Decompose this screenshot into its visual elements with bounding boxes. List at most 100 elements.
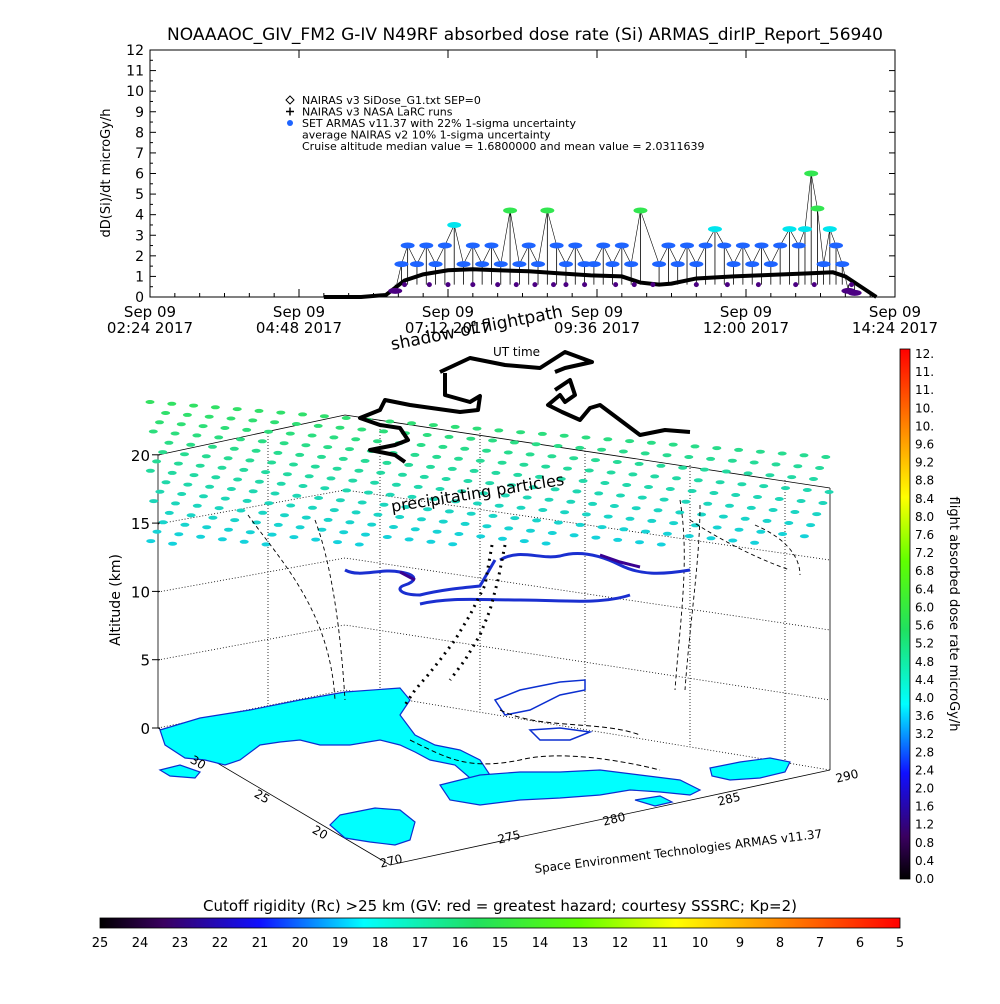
- armas-low-point: [563, 282, 569, 288]
- particle-marker: [513, 472, 523, 477]
- armas-point: [437, 242, 452, 249]
- particle-marker: [385, 492, 395, 497]
- particle-marker: [211, 475, 221, 480]
- armas-low-point: [513, 282, 519, 288]
- particle-marker: [603, 514, 613, 519]
- particle-marker: [239, 539, 249, 544]
- particle-marker: [298, 484, 308, 488]
- particle-marker: [289, 535, 299, 540]
- latitude-ticks: 20 25 30: [188, 753, 330, 843]
- legend-entry: NAIRAS v3 NASA LaRC runs: [302, 106, 453, 119]
- particle-marker: [239, 467, 249, 472]
- particle-marker: [317, 527, 327, 532]
- armas-point: [670, 261, 685, 268]
- particle-marker: [258, 510, 268, 515]
- particle-marker: [669, 521, 679, 526]
- particle-marker: [204, 414, 214, 419]
- rigidity-colorbar-tick: 22: [212, 936, 229, 951]
- particle-marker: [407, 494, 417, 499]
- dose-colorbar-tick: 1.2: [915, 818, 934, 832]
- armas-point: [394, 261, 409, 268]
- particle-marker: [547, 531, 557, 535]
- particle-marker: [715, 480, 725, 485]
- particle-marker: [746, 505, 756, 510]
- particle-marker: [242, 498, 252, 503]
- particle-marker: [488, 438, 498, 443]
- dose-colorbar-tick: 3.2: [915, 727, 934, 741]
- armas-point: [531, 261, 546, 268]
- armas-low-point: [755, 282, 761, 288]
- particle-marker: [311, 537, 321, 542]
- x-tick-label-date: Sep 09: [273, 303, 325, 321]
- particle-marker: [721, 469, 731, 474]
- particle-marker: [687, 489, 697, 493]
- particle-marker: [806, 523, 816, 528]
- y-tick-label: 10: [126, 84, 144, 100]
- particle-marker: [413, 484, 423, 489]
- particle-marker: [525, 452, 535, 457]
- x-tick-label-date: Sep 09: [124, 303, 176, 321]
- particle-marker: [323, 517, 333, 522]
- particle-marker: [448, 542, 458, 547]
- particle-marker: [210, 405, 220, 410]
- particle-marker: [152, 529, 162, 534]
- particle-marker: [145, 468, 155, 473]
- particle-marker: [703, 501, 713, 506]
- x-tick-label-time: 12:00 2017: [703, 319, 789, 337]
- particle-marker: [226, 416, 236, 421]
- particle-marker: [426, 539, 436, 544]
- x-tick-label-time: 14:24 2017: [852, 319, 938, 337]
- dose-colorbar-tick: 0.4: [915, 854, 934, 868]
- particle-marker: [734, 447, 744, 452]
- dose-colorbar-tick: 1.6: [915, 800, 934, 814]
- dose-colorbar-tick: 6.4: [915, 582, 934, 596]
- particle-marker: [656, 463, 666, 468]
- armas-low-point: [532, 282, 538, 288]
- particle-marker: [254, 408, 264, 413]
- particle-marker: [712, 446, 722, 451]
- land-masses: [158, 687, 791, 846]
- particle-marker: [799, 453, 809, 458]
- annotation-ut-time: UT time: [493, 345, 540, 359]
- particle-marker: [223, 456, 233, 461]
- particle-marker: [504, 526, 514, 531]
- particle-marker: [176, 422, 186, 427]
- particle-marker: [395, 515, 405, 519]
- rigidity-colorbar-ticks: 25 24 23 22 21 20 19 18 17 16 15 14 13 12 11 10 9 8 7 6 5: [92, 936, 904, 951]
- dose-colorbar-tick: 2.4: [915, 763, 934, 777]
- particle-marker: [778, 532, 788, 536]
- dose-colorbar-tick: 7.2: [915, 546, 934, 560]
- particle-marker: [361, 532, 370, 537]
- particle-marker: [591, 535, 601, 540]
- particle-marker: [581, 435, 591, 440]
- particle-marker: [603, 437, 613, 442]
- particle-marker: [690, 523, 700, 528]
- rigidity-colorbar-tick: 24: [132, 936, 149, 951]
- particle-marker: [675, 510, 685, 515]
- particle-marker: [152, 459, 162, 464]
- longitude-ticks: 270 275 280 285 290: [378, 767, 860, 871]
- particle-marker: [625, 516, 635, 521]
- particle-marker: [201, 454, 211, 459]
- particle-marker: [146, 539, 156, 544]
- rigidity-colorbar-tick: 19: [332, 936, 349, 951]
- particle-marker: [662, 531, 672, 536]
- rigidity-colorbar-label: Cutoff rigidity (Rc) >25 km (GV: red = g…: [203, 897, 797, 915]
- particle-marker: [824, 490, 834, 494]
- particle-marker: [432, 529, 442, 534]
- armas-point: [419, 242, 434, 249]
- armas-point: [388, 287, 403, 294]
- particle-marker: [245, 458, 255, 463]
- particle-marker: [507, 483, 516, 488]
- armas-point: [707, 226, 722, 233]
- particle-marker: [668, 442, 678, 447]
- particle-marker: [410, 527, 420, 532]
- particle-marker: [547, 454, 557, 459]
- particle-marker: [329, 435, 339, 440]
- particle-marker: [273, 522, 283, 527]
- particle-marker: [447, 466, 457, 471]
- dose-colorbar-tick: 0.8: [915, 836, 934, 850]
- particle-marker: [248, 489, 258, 494]
- particle-marker: [712, 525, 722, 530]
